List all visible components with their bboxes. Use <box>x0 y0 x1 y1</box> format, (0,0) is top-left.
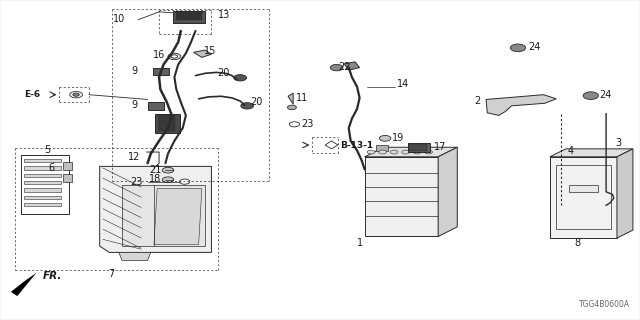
Text: 13: 13 <box>218 10 230 20</box>
Polygon shape <box>325 141 338 149</box>
Bar <box>63 174 72 182</box>
Circle shape <box>413 150 421 154</box>
Polygon shape <box>156 114 179 133</box>
Text: B-13-1: B-13-1 <box>340 140 374 149</box>
Bar <box>569 186 598 193</box>
Text: 15: 15 <box>204 46 216 56</box>
Polygon shape <box>408 143 430 152</box>
Circle shape <box>330 64 343 71</box>
Text: 5: 5 <box>44 145 51 155</box>
Text: 24: 24 <box>528 42 541 52</box>
Polygon shape <box>288 93 293 104</box>
Text: 9: 9 <box>132 66 138 76</box>
Circle shape <box>172 55 177 58</box>
Polygon shape <box>193 50 211 57</box>
Bar <box>176 12 202 20</box>
Text: 20: 20 <box>217 68 229 78</box>
Polygon shape <box>11 273 36 296</box>
Polygon shape <box>100 166 211 252</box>
Circle shape <box>287 105 296 110</box>
Circle shape <box>367 150 375 154</box>
Bar <box>376 145 388 151</box>
Polygon shape <box>550 157 617 238</box>
Text: 22: 22 <box>338 62 350 72</box>
Bar <box>24 181 61 184</box>
Bar <box>159 116 175 131</box>
Polygon shape <box>153 68 170 75</box>
Text: 9: 9 <box>132 100 138 110</box>
Polygon shape <box>344 62 360 70</box>
Circle shape <box>73 93 79 96</box>
Text: FR.: FR. <box>43 271 62 281</box>
Text: 21: 21 <box>149 164 162 174</box>
Text: 14: 14 <box>397 79 409 89</box>
Text: 16: 16 <box>153 50 166 60</box>
Circle shape <box>402 150 410 154</box>
Polygon shape <box>122 186 205 246</box>
Polygon shape <box>148 102 164 110</box>
Circle shape <box>390 150 398 154</box>
Text: 4: 4 <box>568 146 574 156</box>
Polygon shape <box>617 149 633 238</box>
Circle shape <box>379 150 387 154</box>
Polygon shape <box>486 95 556 116</box>
Polygon shape <box>154 189 202 244</box>
Bar <box>410 144 428 151</box>
Circle shape <box>179 179 189 184</box>
Polygon shape <box>365 157 438 236</box>
Text: TGG4B0600A: TGG4B0600A <box>579 300 630 308</box>
Circle shape <box>583 92 598 100</box>
Text: 1: 1 <box>357 238 363 248</box>
Text: 23: 23 <box>130 177 143 187</box>
Text: 8: 8 <box>574 238 580 248</box>
Bar <box>415 145 426 151</box>
Circle shape <box>380 135 391 141</box>
Bar <box>24 203 61 206</box>
Bar <box>24 188 61 192</box>
Text: 2: 2 <box>475 96 481 106</box>
Text: 3: 3 <box>615 139 621 148</box>
Bar <box>24 166 61 170</box>
Circle shape <box>70 92 83 98</box>
Bar <box>24 159 61 162</box>
Text: 10: 10 <box>113 14 125 24</box>
Circle shape <box>163 177 173 183</box>
Text: 24: 24 <box>600 90 612 100</box>
Circle shape <box>234 75 246 81</box>
Circle shape <box>163 167 173 173</box>
Polygon shape <box>550 149 633 157</box>
Text: 11: 11 <box>296 93 308 103</box>
Polygon shape <box>365 147 458 157</box>
Text: 17: 17 <box>434 142 446 152</box>
Polygon shape <box>119 252 151 260</box>
Circle shape <box>425 150 433 154</box>
Polygon shape <box>173 11 205 23</box>
Text: 20: 20 <box>250 97 262 107</box>
Text: 7: 7 <box>108 269 114 279</box>
Text: 23: 23 <box>301 119 313 129</box>
Text: 12: 12 <box>127 152 140 162</box>
Circle shape <box>289 122 300 127</box>
Circle shape <box>241 103 253 109</box>
Bar <box>24 196 61 199</box>
Bar <box>63 162 72 170</box>
Text: 6: 6 <box>48 163 54 173</box>
Polygon shape <box>438 147 458 236</box>
Circle shape <box>168 53 180 60</box>
Text: 18: 18 <box>149 174 162 184</box>
Bar <box>556 165 611 228</box>
Circle shape <box>510 44 525 52</box>
Bar <box>21 155 69 214</box>
Bar <box>24 174 61 177</box>
Text: 19: 19 <box>392 133 404 143</box>
Text: E-6: E-6 <box>24 90 40 99</box>
